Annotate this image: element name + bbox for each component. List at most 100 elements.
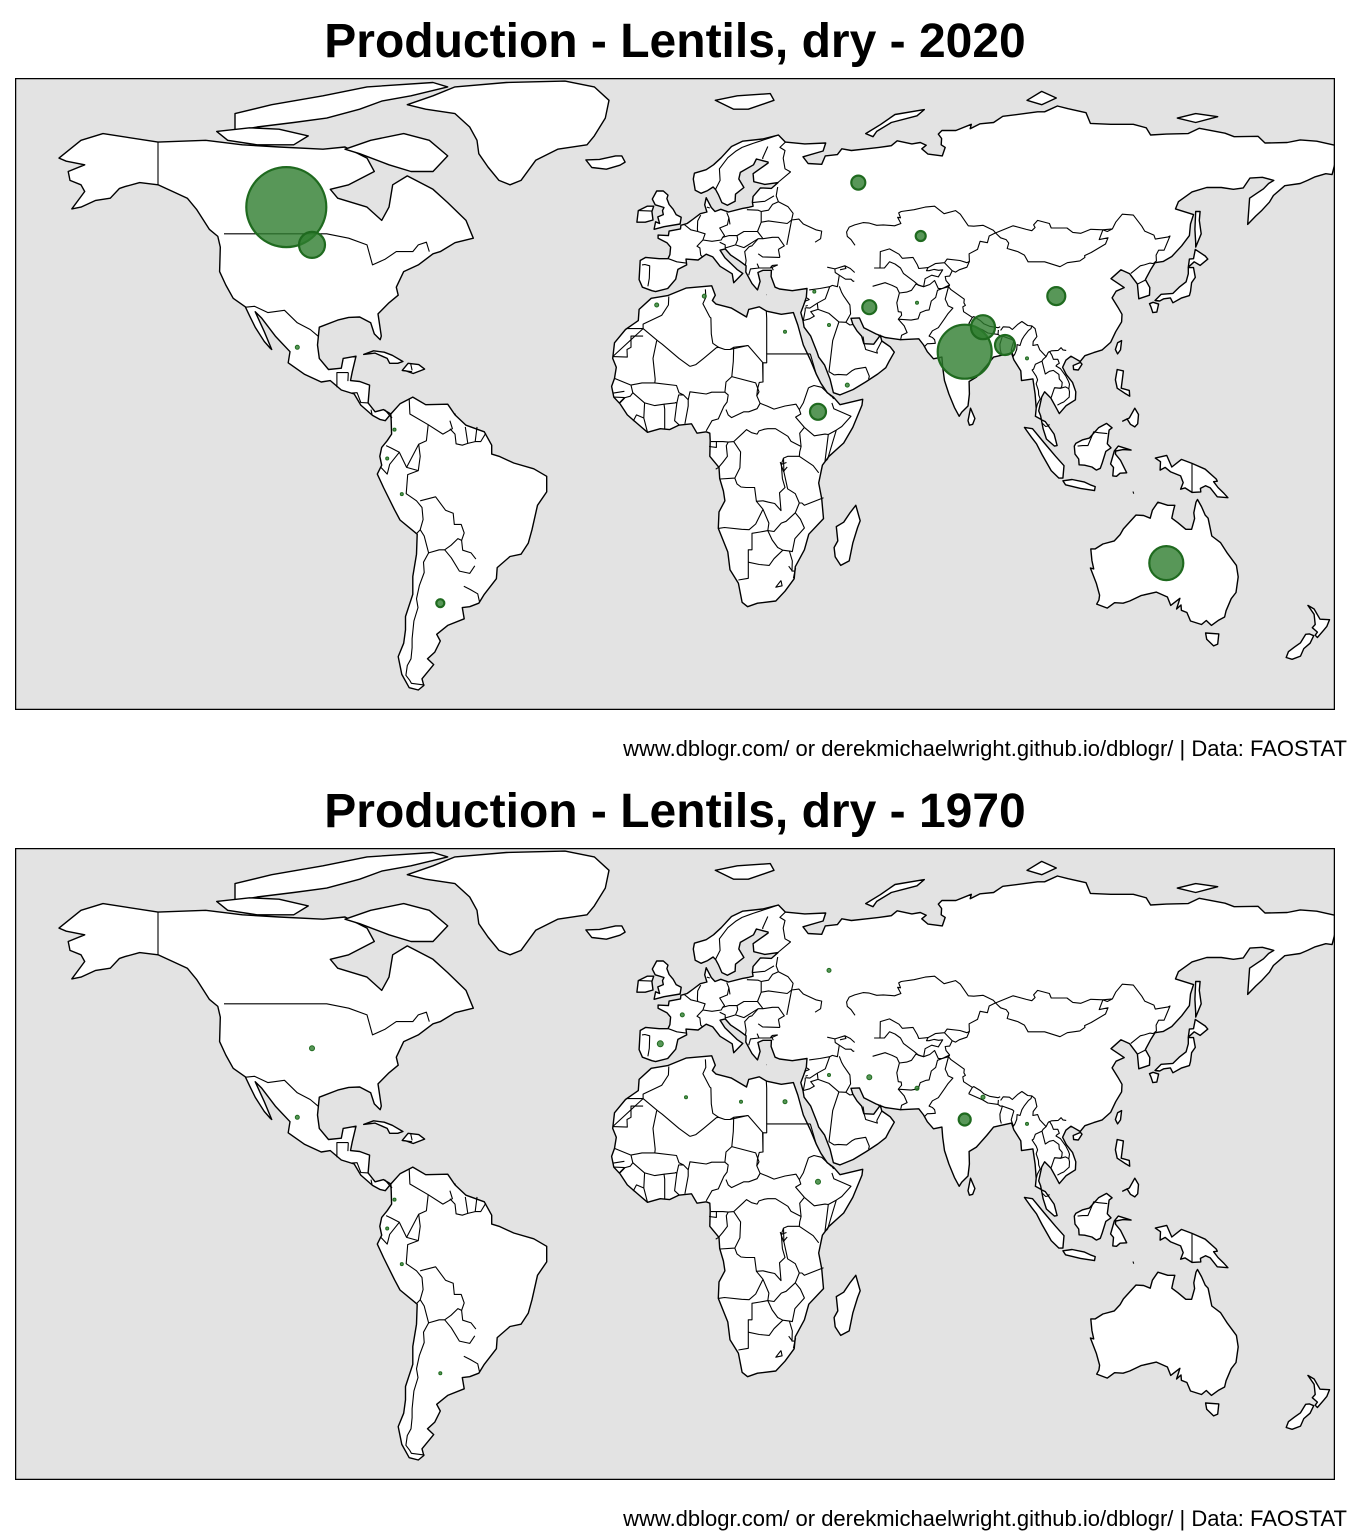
border-layer: [157, 904, 1193, 1456]
country-border: [719, 235, 739, 249]
country-border: [689, 1116, 735, 1163]
country-border: [995, 983, 1171, 1035]
country-border: [612, 335, 644, 358]
landmass-japan-hokkaido: [1187, 248, 1209, 268]
country-border: [738, 530, 768, 581]
country-border: [838, 286, 852, 323]
landmass-arctic-islands-2: [216, 897, 309, 916]
landmass-sulawesi: [1109, 1215, 1132, 1247]
country-border: [385, 399, 429, 472]
country-border: [846, 205, 996, 246]
country-border: [863, 1114, 878, 1124]
country-border: [781, 461, 787, 465]
production-bubble: [844, 382, 850, 388]
landmass-philippines-mindanao: [1122, 1177, 1140, 1198]
country-border: [803, 1067, 810, 1075]
country-border: [872, 282, 908, 341]
country-border: [728, 217, 731, 225]
country-border: [827, 1036, 836, 1040]
country-border: [792, 1337, 797, 1349]
country-border: [384, 409, 393, 419]
landmass-java: [1062, 478, 1096, 492]
landmass-eurasia: [638, 875, 1335, 1217]
country-border: [924, 286, 954, 347]
production-bubble: [399, 492, 404, 497]
landmass-japan-hokkaido: [1187, 1018, 1209, 1038]
landmass-arctic-islands-2: [216, 127, 309, 146]
landmass-great-britain: [651, 960, 682, 1000]
country-border: [663, 401, 680, 426]
country-border: [612, 1105, 644, 1128]
landmass-borneo: [1073, 422, 1113, 471]
country-border: [406, 1214, 420, 1238]
country-border: [757, 253, 780, 258]
production-bubble: [1025, 1121, 1029, 1126]
landmass-madagascar: [833, 504, 861, 567]
country-border: [1102, 228, 1113, 231]
country-border: [613, 390, 625, 394]
country-border: [444, 1319, 476, 1344]
country-border: [612, 328, 644, 358]
country-border: [1130, 262, 1154, 274]
country-border: [1130, 1032, 1154, 1044]
country-border: [752, 965, 775, 974]
country-border: [767, 1300, 796, 1342]
country-border: [809, 353, 817, 375]
country-border: [750, 134, 779, 145]
production-bubble: [385, 456, 390, 461]
landmass-nz-south: [1285, 1403, 1315, 1430]
landmass-iceland: [585, 925, 626, 940]
country-border: [454, 1183, 456, 1185]
country-border: [1048, 1117, 1067, 1123]
country-border: [817, 308, 853, 326]
country-border: [817, 1078, 853, 1096]
production-bubble: [399, 1262, 404, 1267]
country-border: [761, 219, 792, 225]
country-border: [463, 585, 481, 603]
country-border: [461, 540, 477, 560]
country-border: [1041, 1192, 1050, 1198]
country-border: [838, 1056, 852, 1093]
country-border: [668, 1028, 687, 1034]
country-border: [924, 1056, 954, 1117]
country-border: [839, 274, 855, 282]
landmass-baffin: [344, 902, 449, 943]
country-border: [804, 1172, 852, 1207]
country-border: [844, 265, 856, 273]
country-border: [719, 1005, 739, 1019]
country-border: [761, 989, 792, 995]
production-bubble: [1046, 286, 1067, 307]
landmass-baffin: [344, 132, 449, 173]
country-border: [410, 1133, 413, 1141]
country-border: [454, 413, 456, 415]
country-border: [781, 1231, 787, 1235]
country-border: [654, 1152, 684, 1166]
production-bubble: [914, 229, 927, 243]
country-border: [802, 307, 806, 321]
production-bubble: [827, 1073, 831, 1077]
country-border: [779, 461, 788, 472]
landmass-novaya-zemlya: [865, 108, 925, 138]
source-caption: www.dblogr.com/ or derekmichaelwright.gi…: [623, 1506, 1347, 1531]
world-map: [15, 848, 1335, 1480]
country-border: [1102, 998, 1113, 1001]
map-title: Production - Lentils, dry - 1970: [324, 785, 1026, 838]
country-border: [878, 334, 882, 338]
landmass-north-america: [58, 132, 474, 422]
border-layer: [157, 134, 1193, 686]
landmass-greenland: [406, 80, 610, 186]
production-bubble: [915, 300, 919, 305]
landmass-hainan: [1072, 361, 1083, 371]
country-border: [715, 441, 729, 470]
country-border: [862, 1106, 865, 1115]
production-bubble: [783, 329, 787, 334]
landmass-severnaya: [1026, 860, 1057, 876]
country-border: [786, 988, 823, 1016]
landmass-eurasia: [638, 105, 1335, 447]
country-border: [863, 344, 878, 354]
country-border: [798, 1197, 820, 1244]
country-border: [809, 275, 840, 291]
landmass-japan-honshu: [1154, 266, 1196, 304]
country-border: [714, 913, 751, 960]
bubble-layer: [294, 967, 1029, 1376]
